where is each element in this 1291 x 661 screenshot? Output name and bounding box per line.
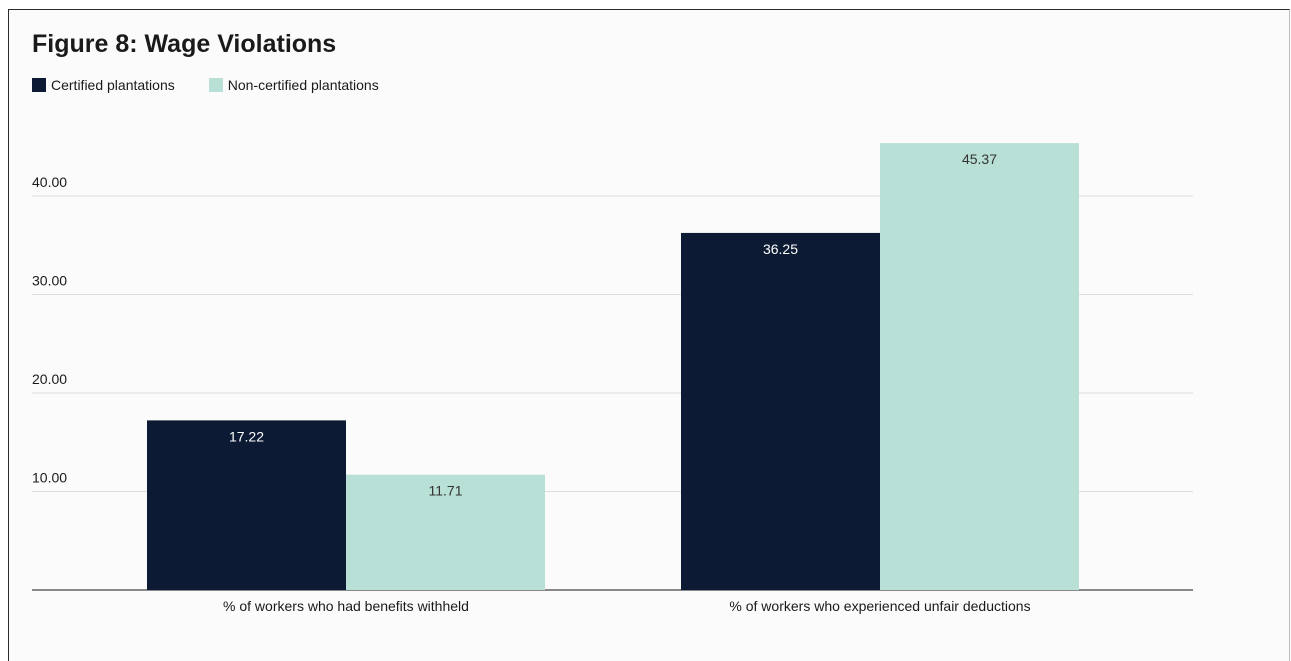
bar-certified-1 — [681, 232, 880, 590]
legend-label-non-certified: Non-certified plantations — [227, 77, 379, 93]
legend-item-non-certified: Non-certified plantations — [208, 77, 379, 93]
x-category-label-1: % of workers who experienced unfair dedu… — [729, 598, 1030, 614]
legend-swatch-non-certified — [208, 78, 223, 92]
data-label-certified-0: 17.22 — [229, 428, 264, 444]
chart-title: Figure 8: Wage Violations — [32, 30, 337, 58]
legend-label-certified: Certified plantations — [51, 77, 175, 93]
bar-certified-0 — [147, 420, 346, 590]
bar-non-certified-0 — [346, 474, 545, 590]
legend-item-certified: Certified plantations — [32, 77, 175, 93]
data-label-non-certified-0: 11.71 — [429, 483, 463, 499]
labels: 10.00 20.00 30.00 40.00 17.22 11.71 % of worke… — [32, 151, 1031, 614]
bars — [147, 143, 1079, 590]
x-category-label-0: % of workers who had benefits withheld — [223, 598, 469, 614]
bar-non-certified-1 — [880, 143, 1079, 590]
y-tick-label-30: 30.00 — [32, 273, 67, 289]
data-label-certified-1: 36.25 — [763, 241, 798, 257]
y-tick-label-10: 10.00 — [32, 470, 67, 486]
y-tick-label-20: 20.00 — [32, 371, 67, 387]
data-label-non-certified-1: 45.37 — [962, 151, 997, 167]
y-tick-label-40: 40.00 — [32, 174, 67, 190]
chart-legend: Certified plantations Non-certified plan… — [32, 77, 413, 93]
legend-swatch-certified — [32, 78, 46, 92]
